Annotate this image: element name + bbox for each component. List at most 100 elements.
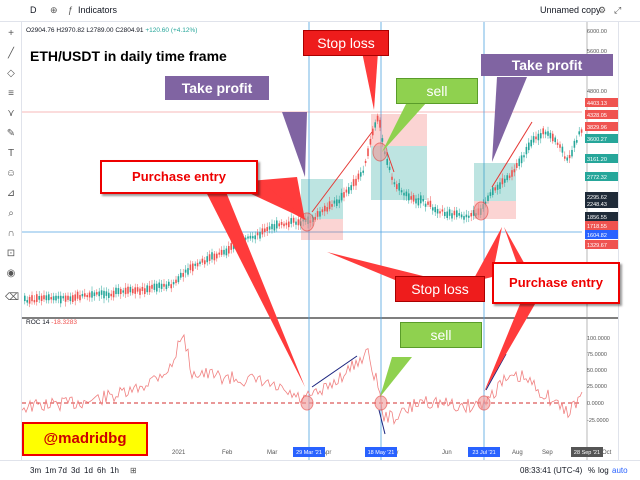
candle-body: [340, 192, 343, 201]
roc-axis: 100.0000 75.0000 50.0000 25.0000 0.0000 -25.0…: [587, 336, 610, 424]
candle-body: [148, 285, 151, 293]
candle-body: [88, 292, 91, 298]
candle-body: [69, 296, 72, 302]
pattern-icon[interactable]: ◇: [7, 68, 15, 79]
log-toggle[interactable]: log: [598, 466, 609, 475]
candle-body: [268, 226, 271, 230]
price-tick-label: 3161.20: [587, 157, 607, 163]
candle-body: [295, 221, 297, 225]
author-watermark: @madridbg: [22, 422, 148, 456]
price-tag-bg: [585, 240, 618, 249]
magnet-icon[interactable]: ∩: [7, 228, 15, 239]
price-tick-label: 2772.32: [587, 175, 607, 181]
candle-body: [180, 272, 182, 278]
candle-body: [36, 294, 38, 302]
candle-body: [525, 146, 528, 155]
time-highlight-bg: [571, 447, 603, 457]
candle-body: [487, 195, 489, 202]
candle-body: [170, 284, 172, 289]
settings-icon[interactable]: ⚙: [598, 5, 607, 15]
range-3d[interactable]: 3d: [71, 466, 80, 475]
time-highlight-bg: [293, 447, 325, 457]
range-1m[interactable]: 1m: [45, 466, 57, 475]
auto-toggle[interactable]: auto: [612, 466, 628, 475]
ohlc-readout: O2904.76 H2970.82 L2789.00 C2804.91 +120…: [26, 27, 197, 34]
candle-body: [439, 211, 441, 214]
candle-body: [470, 212, 472, 217]
zoom-icon[interactable]: ⌕: [8, 208, 14, 219]
candle-body: [259, 231, 261, 239]
roc-tick-label: 0.0000: [587, 401, 604, 407]
utc-clock[interactable]: 08:33:41 (UTC-4): [520, 466, 583, 475]
fib-icon[interactable]: ≡: [8, 88, 14, 99]
range-6h[interactable]: 6h: [97, 466, 106, 475]
candle-body: [194, 263, 196, 266]
indicators-icon[interactable]: ƒ: [68, 5, 74, 15]
layout-name-button[interactable]: Unnamed copy: [540, 5, 601, 15]
candle-body: [444, 211, 446, 217]
roc-legend: ROC 14 -18.3283: [26, 319, 77, 326]
candle-body: [91, 291, 93, 298]
percent-toggle[interactable]: %: [588, 466, 596, 475]
candle-body: [367, 148, 369, 157]
trend-line-icon[interactable]: ╱: [7, 48, 15, 59]
candle-body: [554, 137, 556, 143]
eye-icon[interactable]: ◉: [6, 268, 16, 279]
candle-body: [86, 295, 88, 298]
candle-body: [326, 207, 328, 212]
candle-body: [177, 276, 180, 283]
lock-icon[interactable]: ⊡: [6, 248, 16, 259]
indicators-button[interactable]: Indicators: [78, 5, 118, 15]
roc-marker-1: [300, 395, 314, 411]
candle-body: [276, 220, 278, 229]
time-highlight-label: 28 Sep '21: [574, 450, 600, 456]
candle-body: [552, 133, 554, 142]
range-1d[interactable]: 1d: [84, 466, 93, 475]
candle-body: [412, 195, 415, 202]
sell-top-callout: sell: [396, 78, 478, 104]
candle-body: [369, 138, 372, 145]
symbol-button[interactable]: D: [30, 5, 37, 15]
roc-tick-label: -25.0000: [587, 418, 609, 424]
brush-icon[interactable]: ✎: [6, 128, 16, 139]
fullscreen-icon[interactable]: ⤢: [614, 5, 622, 15]
add-symbol-icon[interactable]: ⊕: [50, 5, 58, 15]
candle-body: [247, 236, 249, 239]
time-tick-label: Jun: [442, 450, 452, 456]
candle-body: [580, 129, 583, 133]
candle-body: [496, 184, 499, 190]
purchase-entry-left-callout: Purchase entry: [100, 160, 258, 194]
candle-body: [532, 136, 535, 143]
top-toolbar: D ⊕ ƒ Indicators Unnamed copy ⚙ ⤢: [0, 0, 640, 22]
crosshair-icon[interactable]: +: [8, 28, 14, 39]
candle-body: [489, 192, 492, 196]
candle-body: [187, 268, 189, 275]
path-icon[interactable]: ⋎: [7, 108, 15, 119]
price-tick-label: 5600.00: [587, 49, 607, 55]
candle-body: [249, 235, 252, 239]
time-highlight-bg: [365, 447, 397, 457]
trash-icon[interactable]: ⌫: [5, 292, 20, 303]
chart-canvas[interactable]: 6000.005600.005200.004800.004403.134328.…: [22, 22, 618, 460]
candle-body: [374, 122, 376, 128]
candle-body: [362, 170, 364, 173]
candle-body: [355, 178, 357, 186]
candle-body: [364, 160, 367, 164]
candle-body: [278, 223, 280, 227]
candle-body: [55, 295, 57, 301]
goto-date-icon[interactable]: ⊞: [130, 466, 137, 475]
text-icon[interactable]: T: [7, 148, 15, 159]
candle-body: [151, 284, 153, 289]
candle-body: [271, 223, 273, 230]
range-3m[interactable]: 3m: [30, 466, 42, 475]
range-1h[interactable]: 1h: [110, 466, 119, 475]
ruler-icon[interactable]: ⊿: [6, 188, 16, 199]
candle-body: [228, 246, 230, 254]
candle-body: [292, 217, 295, 223]
smile-icon[interactable]: ☺: [5, 168, 17, 179]
range-7d[interactable]: 7d: [58, 466, 67, 475]
candle-body: [352, 179, 355, 187]
time-highlight-label: 18 May '21: [368, 450, 395, 456]
candle-body: [283, 223, 285, 227]
candle-body: [535, 136, 537, 140]
